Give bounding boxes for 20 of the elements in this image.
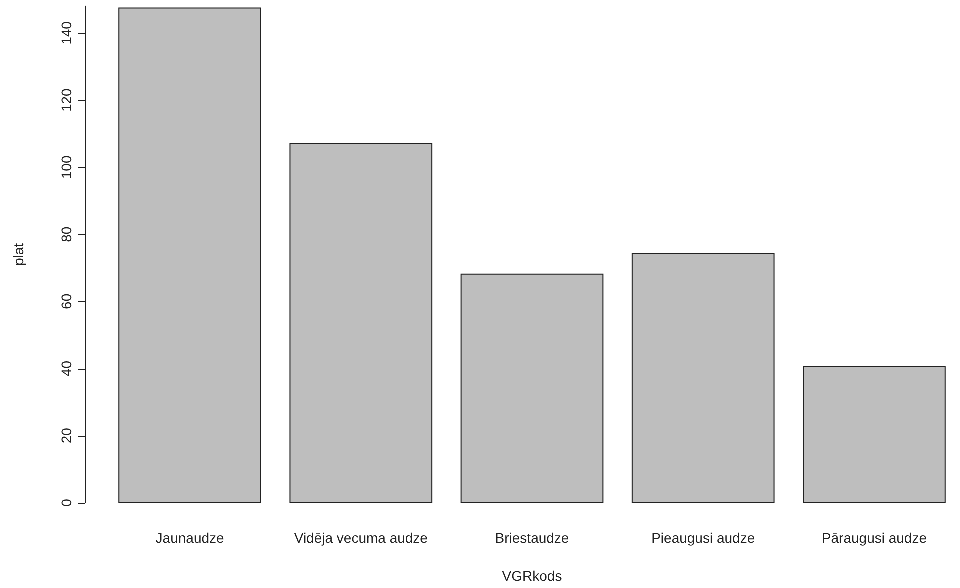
y-tick-label: 20: [58, 428, 74, 444]
bar: [290, 143, 433, 503]
y-axis-title: plat: [10, 243, 26, 266]
x-axis-title: VGRkods: [502, 568, 562, 584]
bar: [460, 274, 604, 503]
bar: [803, 366, 946, 503]
y-tick-label: 100: [58, 156, 74, 180]
y-tick-label: 40: [58, 360, 74, 377]
x-tick-label: Jaunaudze: [156, 530, 225, 546]
y-tick-label: 60: [58, 294, 74, 310]
y-tick-label: 0: [58, 498, 74, 507]
bar: [632, 253, 775, 503]
x-tick-label: Pieaugusi audze: [652, 530, 756, 546]
y-tick-label: 80: [58, 226, 74, 242]
x-tick-label: Pāraugusi audze: [822, 530, 928, 546]
x-tick-label: Vidēja vecuma audze: [294, 530, 428, 546]
bar: [118, 8, 262, 503]
x-tick-label: Briestaudze: [495, 530, 570, 546]
y-tick-label: 120: [58, 88, 74, 112]
y-tick-label: 140: [58, 21, 74, 45]
